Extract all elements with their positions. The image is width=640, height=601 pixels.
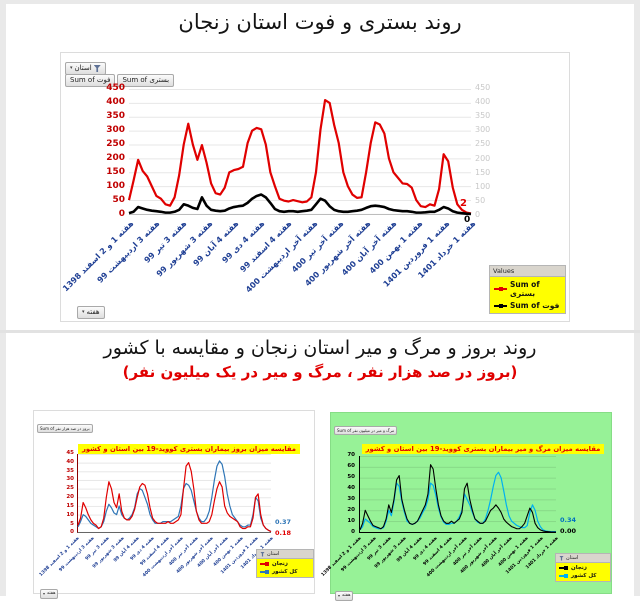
mortality-x-axis-labels: هفته 1 و 2 اسفند 1398 هفته 3 اردیبهشت 99 ه… [320, 536, 560, 579]
incidence-chart-title: مقایسه میزان بروز بیماران بستری کووید-19… [70, 436, 308, 455]
blue-line-icon [559, 574, 568, 578]
filter-funnel-icon [260, 551, 265, 557]
incidence-plot-area [77, 454, 271, 533]
incidence-end-label-country: 0.37 [275, 518, 292, 526]
legend-item-death[interactable]: Sum of فوت [494, 301, 561, 310]
end-label-death: 0 [464, 215, 471, 225]
red-line-icon [494, 287, 507, 291]
mortality-legend-header[interactable]: استان [556, 554, 610, 563]
week-field-button[interactable]: هفته ▾ [40, 589, 59, 599]
legend-item-zanjan[interactable]: زنجان [559, 565, 607, 571]
mortality-value-button[interactable]: Sum of مرگ و میر در میلیون نفر [334, 426, 398, 436]
main-line-chart [129, 89, 471, 214]
main-plot-area [129, 89, 471, 215]
filter-funnel-icon [93, 65, 101, 72]
x-axis-labels: هفته 1 و 2 اسفند 1398 هفته 3 اردیبهشت 99 ه… [61, 219, 478, 295]
filter-funnel-icon [559, 555, 564, 561]
sum-of-bastari-button[interactable]: Sum of بستری [117, 74, 175, 88]
incidence-x-axis-labels: هفته 1 و 2 اسفند 1398 هفته 3 اردیبهشت 99 ه… [38, 536, 275, 579]
mortality-end-label-country: 0.34 [560, 516, 577, 524]
country-mortality-line [360, 472, 556, 531]
page-edge-right [634, 0, 640, 596]
value-field-buttons: Sum of فوت Sum of بستری [65, 74, 175, 88]
incidence-legend-header[interactable]: استان [257, 550, 313, 559]
end-label-hospitalized: 2 [460, 198, 467, 209]
mortality-legend: استان زنجان کل کشور [555, 553, 611, 582]
black-line-icon [559, 566, 568, 570]
zanjan-mortality-line [360, 465, 556, 532]
section-divider [0, 330, 640, 333]
legend-header: Values [490, 266, 565, 277]
chevron-down-icon: ▾ [43, 591, 46, 597]
page-edge-left [0, 0, 6, 596]
black-line-icon [494, 303, 507, 308]
week-field-button[interactable]: هفته ▾ [77, 306, 105, 320]
mortality-chart-panel: Sum of مرگ و میر در میلیون نفر مقایسه می… [320, 412, 612, 601]
mortality-end-label-zanjan: 0.00 [560, 527, 577, 535]
incidence-end-label-zanjan: 0.18 [275, 529, 292, 537]
legend-item-country[interactable]: کل کشور [260, 569, 310, 575]
incidence-chart-panel: Sum of بروز در صد هزار نفر مقایسه میزان … [33, 410, 315, 599]
top-chart-panel: استان ▾ Sum of فوت Sum of بستری 450 400 35… [60, 52, 570, 322]
y-axis-left: 450 400 350 300 250 200 150 100 50 0 [106, 83, 125, 219]
main-legend: Values Sum of بستری Sum of فوت [489, 265, 566, 314]
incidence-line-chart [78, 454, 271, 532]
zanjan-incidence-line [78, 463, 271, 532]
chevron-down-icon: ▾ [82, 309, 85, 316]
incidence-y-axis: 45 40 35 30 25 20 15 10 5 0 [66, 450, 74, 536]
page-edge-top [0, 0, 640, 4]
section-subtitle: (بروز در صد هزار نفر ، مرگ و میر در یک م… [122, 363, 518, 381]
hospitalized-line-series [129, 100, 471, 213]
incidence-legend: استان زنجان کل کشور [256, 549, 314, 578]
blue-line-icon [260, 570, 269, 574]
page-title: روند بستری و فوت استان زنجان [178, 10, 462, 34]
mortality-chart-title: مقایسه میزان مرگ و میر بیماران بستری کوو… [361, 436, 605, 455]
chevron-down-icon: ▾ [70, 65, 73, 72]
red-line-icon [260, 562, 269, 566]
y-axis-right: 450 400 350 300 250 200 150 100 50 0 [475, 83, 491, 219]
sum-of-fot-button[interactable]: Sum of فوت [65, 74, 116, 88]
mortality-line-chart [360, 456, 556, 532]
mortality-y-axis: 70 60 50 40 30 20 10 0 [347, 452, 355, 536]
section-title: روند بروز و مرگ و میر استان زنجان و مقای… [103, 337, 537, 359]
death-line-series [129, 195, 471, 214]
incidence-value-button[interactable]: Sum of بروز در صد هزار نفر [37, 424, 93, 434]
mortality-plot-area [359, 456, 556, 533]
legend-item-country[interactable]: کل کشور [559, 573, 607, 579]
legend-item-zanjan[interactable]: زنجان [260, 561, 310, 567]
legend-item-hospitalized[interactable]: Sum of بستری [494, 280, 561, 298]
